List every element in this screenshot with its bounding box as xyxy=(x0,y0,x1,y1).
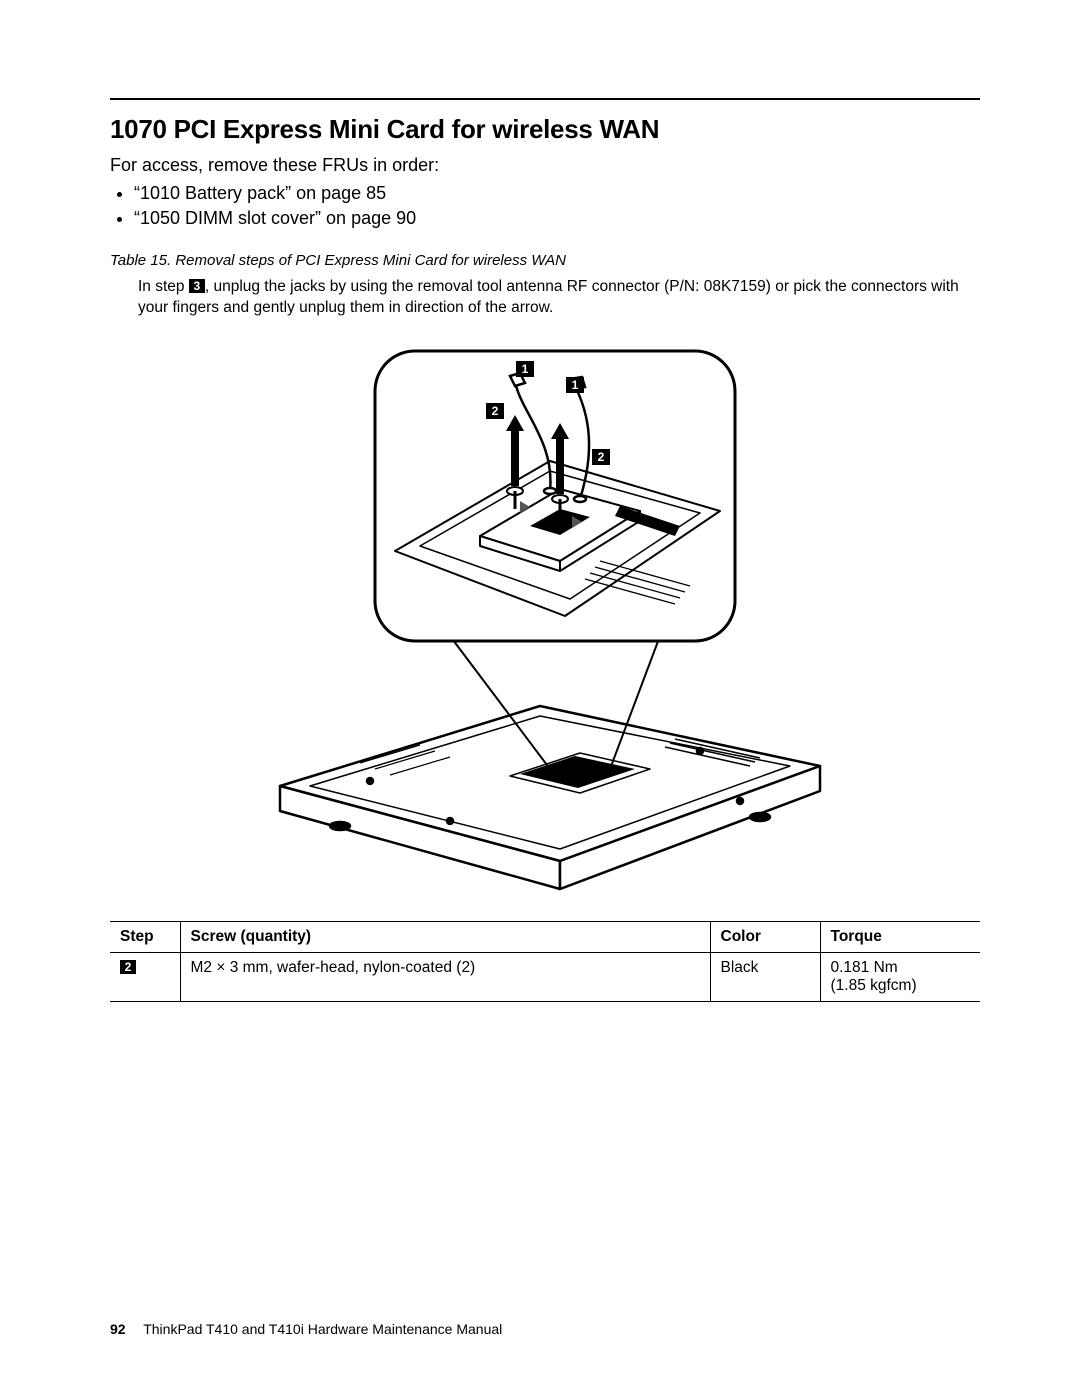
col-color: Color xyxy=(710,921,820,952)
cell-torque: 0.181 Nm (1.85 kgfcm) xyxy=(820,952,980,1001)
laptop-base xyxy=(280,706,820,889)
fru-list: “1010 Battery pack” on page 85 “1050 DIM… xyxy=(110,181,980,230)
list-item: “1010 Battery pack” on page 85 xyxy=(134,181,980,205)
page-footer: 92 ThinkPad T410 and T410i Hardware Main… xyxy=(110,1321,502,1337)
step-note: In step 3, unplug the jacks by using the… xyxy=(110,277,980,319)
intro-text: For access, remove these FRUs in order: xyxy=(110,153,980,177)
footer-title: ThinkPad T410 and T410i Hardware Mainten… xyxy=(143,1321,502,1337)
cell-step: 2 xyxy=(110,952,180,1001)
step-note-prefix: In step xyxy=(138,278,185,295)
section-heading: 1070 PCI Express Mini Card for wireless … xyxy=(110,114,980,145)
table-header-row: Step Screw (quantity) Color Torque xyxy=(110,921,980,952)
cell-color: Black xyxy=(710,952,820,1001)
removal-figure: 1 1 2 2 xyxy=(220,331,870,891)
table-caption: Table 15. Removal steps of PCI Express M… xyxy=(110,252,980,269)
top-rule xyxy=(110,98,980,100)
callout-3-icon: 3 xyxy=(189,279,205,293)
figure-svg: 1 1 2 2 xyxy=(220,331,870,891)
callout-2-icon: 2 xyxy=(120,960,136,974)
screw-table: Step Screw (quantity) Color Torque 2 M2 … xyxy=(110,921,980,1002)
callout-2-icon: 2 xyxy=(598,450,605,464)
table-row: 2 M2 × 3 mm, wafer-head, nylon-coated (2… xyxy=(110,952,980,1001)
col-step: Step xyxy=(110,921,180,952)
step-note-suffix: , unplug the jacks by using the removal … xyxy=(138,278,959,316)
col-screw: Screw (quantity) xyxy=(180,921,710,952)
page-number: 92 xyxy=(110,1321,126,1337)
page: 1070 PCI Express Mini Card for wireless … xyxy=(0,0,1080,1397)
list-item: “1050 DIMM slot cover” on page 90 xyxy=(134,206,980,230)
callout-1-icon: 1 xyxy=(572,378,579,392)
col-torque: Torque xyxy=(820,921,980,952)
detail-bubble: 1 1 2 2 xyxy=(375,351,735,641)
callout-2-icon: 2 xyxy=(492,404,499,418)
cell-screw: M2 × 3 mm, wafer-head, nylon-coated (2) xyxy=(180,952,710,1001)
callout-1-icon: 1 xyxy=(522,362,529,376)
